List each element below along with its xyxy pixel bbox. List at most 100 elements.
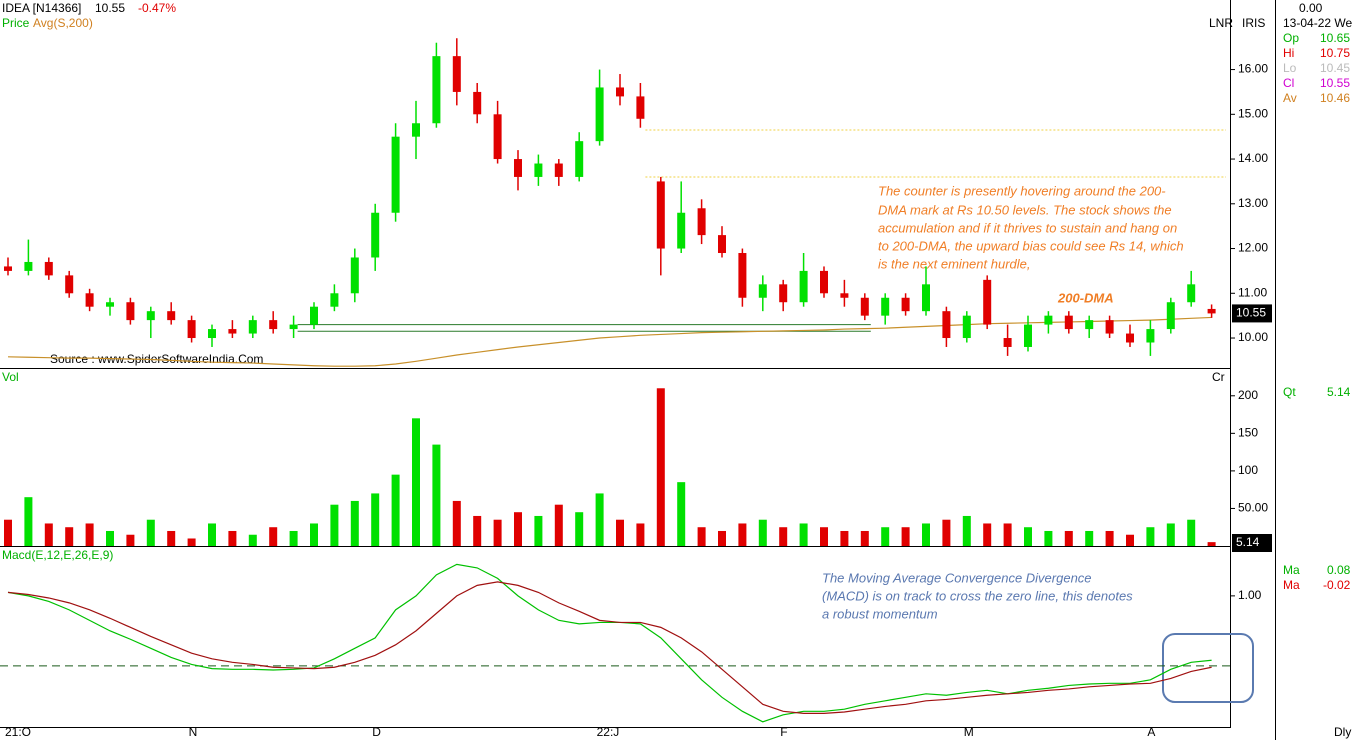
volume-bar bbox=[106, 530, 114, 546]
annotation: The counter is presently hovering around… bbox=[878, 183, 1166, 198]
side-value: 0.08 bbox=[1327, 563, 1351, 577]
candle-body bbox=[1064, 315, 1073, 330]
volume-bar bbox=[473, 515, 482, 546]
candle-body bbox=[758, 284, 767, 298]
y-tick-label: 16.00 bbox=[1238, 62, 1268, 76]
x-tick-label: F bbox=[780, 725, 787, 739]
side-value: 10.46 bbox=[1320, 91, 1350, 105]
side-value: 10.75 bbox=[1320, 46, 1350, 60]
annotation: a robust momentum bbox=[822, 606, 938, 621]
candle-body bbox=[942, 311, 951, 339]
candle-body bbox=[697, 208, 706, 236]
candle-body bbox=[146, 311, 155, 321]
side-label: Av bbox=[1283, 91, 1297, 105]
candle-body bbox=[881, 297, 890, 316]
volume-bar bbox=[24, 497, 33, 546]
candle-body bbox=[167, 311, 176, 321]
candle-body bbox=[738, 253, 747, 298]
symbol: IDEA [N14366] bbox=[2, 1, 81, 15]
candle-body bbox=[473, 91, 482, 115]
candle-body bbox=[493, 114, 502, 160]
annotation: accumulation and if it thrives to sustai… bbox=[878, 220, 1177, 235]
y-tick-label: 12.00 bbox=[1238, 241, 1268, 255]
side-label: Cl bbox=[1283, 76, 1294, 90]
candle-body bbox=[901, 297, 910, 312]
candle-body bbox=[1085, 320, 1094, 330]
plot-layer: 10.00 11.00 12.00 13.00 14.00 15.00 16.00 50.00… bbox=[0, 38, 1272, 739]
volume-bar bbox=[697, 527, 706, 546]
volume-bar bbox=[493, 519, 502, 546]
candle-body bbox=[330, 293, 339, 307]
volume-bar bbox=[656, 388, 665, 546]
panel-label: Macd(E,12,E,26,E,9) bbox=[2, 548, 113, 562]
price-box bbox=[1232, 304, 1272, 323]
volume-bar bbox=[452, 500, 461, 546]
volume-bar bbox=[758, 519, 767, 546]
volume-box-label: 5.14 bbox=[1236, 535, 1260, 549]
candle-body bbox=[208, 329, 216, 339]
candle-body bbox=[1166, 302, 1175, 330]
side-value: 10.55 bbox=[1320, 76, 1350, 90]
side-label: Ma bbox=[1283, 563, 1300, 577]
candle-body bbox=[616, 87, 624, 97]
volume-bar bbox=[820, 527, 828, 546]
candle-body bbox=[534, 163, 543, 177]
candle-body bbox=[983, 279, 992, 325]
side-value: -0.02 bbox=[1323, 578, 1351, 592]
candle-body bbox=[24, 261, 33, 271]
volume-bar bbox=[922, 523, 930, 546]
volume-bar bbox=[738, 523, 747, 546]
volume-bar bbox=[983, 523, 992, 546]
y-tick-label: 100 bbox=[1238, 463, 1258, 477]
candle-body bbox=[1105, 320, 1114, 334]
y-tick-label: 15.00 bbox=[1238, 106, 1268, 120]
volume-bar bbox=[126, 534, 135, 546]
volume-bar bbox=[901, 527, 910, 546]
x-tick-label: A bbox=[1147, 725, 1155, 739]
side-label: Op bbox=[1283, 31, 1299, 45]
volume-bar bbox=[1003, 523, 1012, 546]
candle-body bbox=[677, 212, 686, 249]
legend-ma: Avg(S,200) bbox=[33, 16, 93, 30]
side-value: 5.14 bbox=[1327, 385, 1351, 399]
side-label: Ma bbox=[1283, 578, 1300, 592]
annotation: The Moving Average Convergence Divergenc… bbox=[822, 570, 1092, 585]
side-value: 0.00 bbox=[1299, 1, 1323, 15]
volume-bar bbox=[1044, 530, 1053, 546]
volume-bar bbox=[228, 530, 237, 546]
volume-bar bbox=[779, 527, 788, 546]
volume-bar bbox=[677, 482, 686, 546]
candle-body bbox=[636, 96, 645, 119]
candle-body bbox=[126, 302, 135, 321]
candle-body bbox=[1207, 308, 1216, 314]
volume-box bbox=[1232, 534, 1272, 552]
volume-bar bbox=[391, 474, 400, 546]
candle-body bbox=[718, 235, 726, 254]
annotation: DMA mark at Rs 10.50 levels. The stock s… bbox=[878, 202, 1172, 217]
volume-bar bbox=[432, 444, 441, 546]
volume-bar bbox=[575, 512, 584, 546]
y-tick-label: 50.00 bbox=[1238, 501, 1268, 515]
candle-body bbox=[289, 324, 298, 330]
volume-bar bbox=[1166, 523, 1175, 546]
annotation: (MACD) is on track to cross the zero lin… bbox=[822, 588, 1133, 603]
candle-body bbox=[514, 159, 522, 177]
candle-body bbox=[860, 297, 869, 316]
x-tick-label: M bbox=[964, 725, 974, 739]
volume-bar bbox=[269, 527, 278, 546]
candle-body bbox=[187, 320, 196, 339]
side-label: Qt bbox=[1283, 385, 1296, 399]
label: LNR bbox=[1209, 16, 1233, 30]
volume-bar bbox=[330, 504, 339, 546]
volume-bar bbox=[514, 512, 522, 546]
candle-body bbox=[840, 293, 849, 298]
panel-label: Vol bbox=[2, 370, 19, 384]
candle-body bbox=[656, 181, 665, 249]
volume-bar bbox=[942, 519, 951, 546]
candle-body bbox=[4, 266, 12, 271]
volume-bar bbox=[718, 530, 726, 546]
volume-bar bbox=[289, 530, 298, 546]
candle-body bbox=[922, 284, 930, 312]
price: 10.55 bbox=[95, 1, 125, 15]
